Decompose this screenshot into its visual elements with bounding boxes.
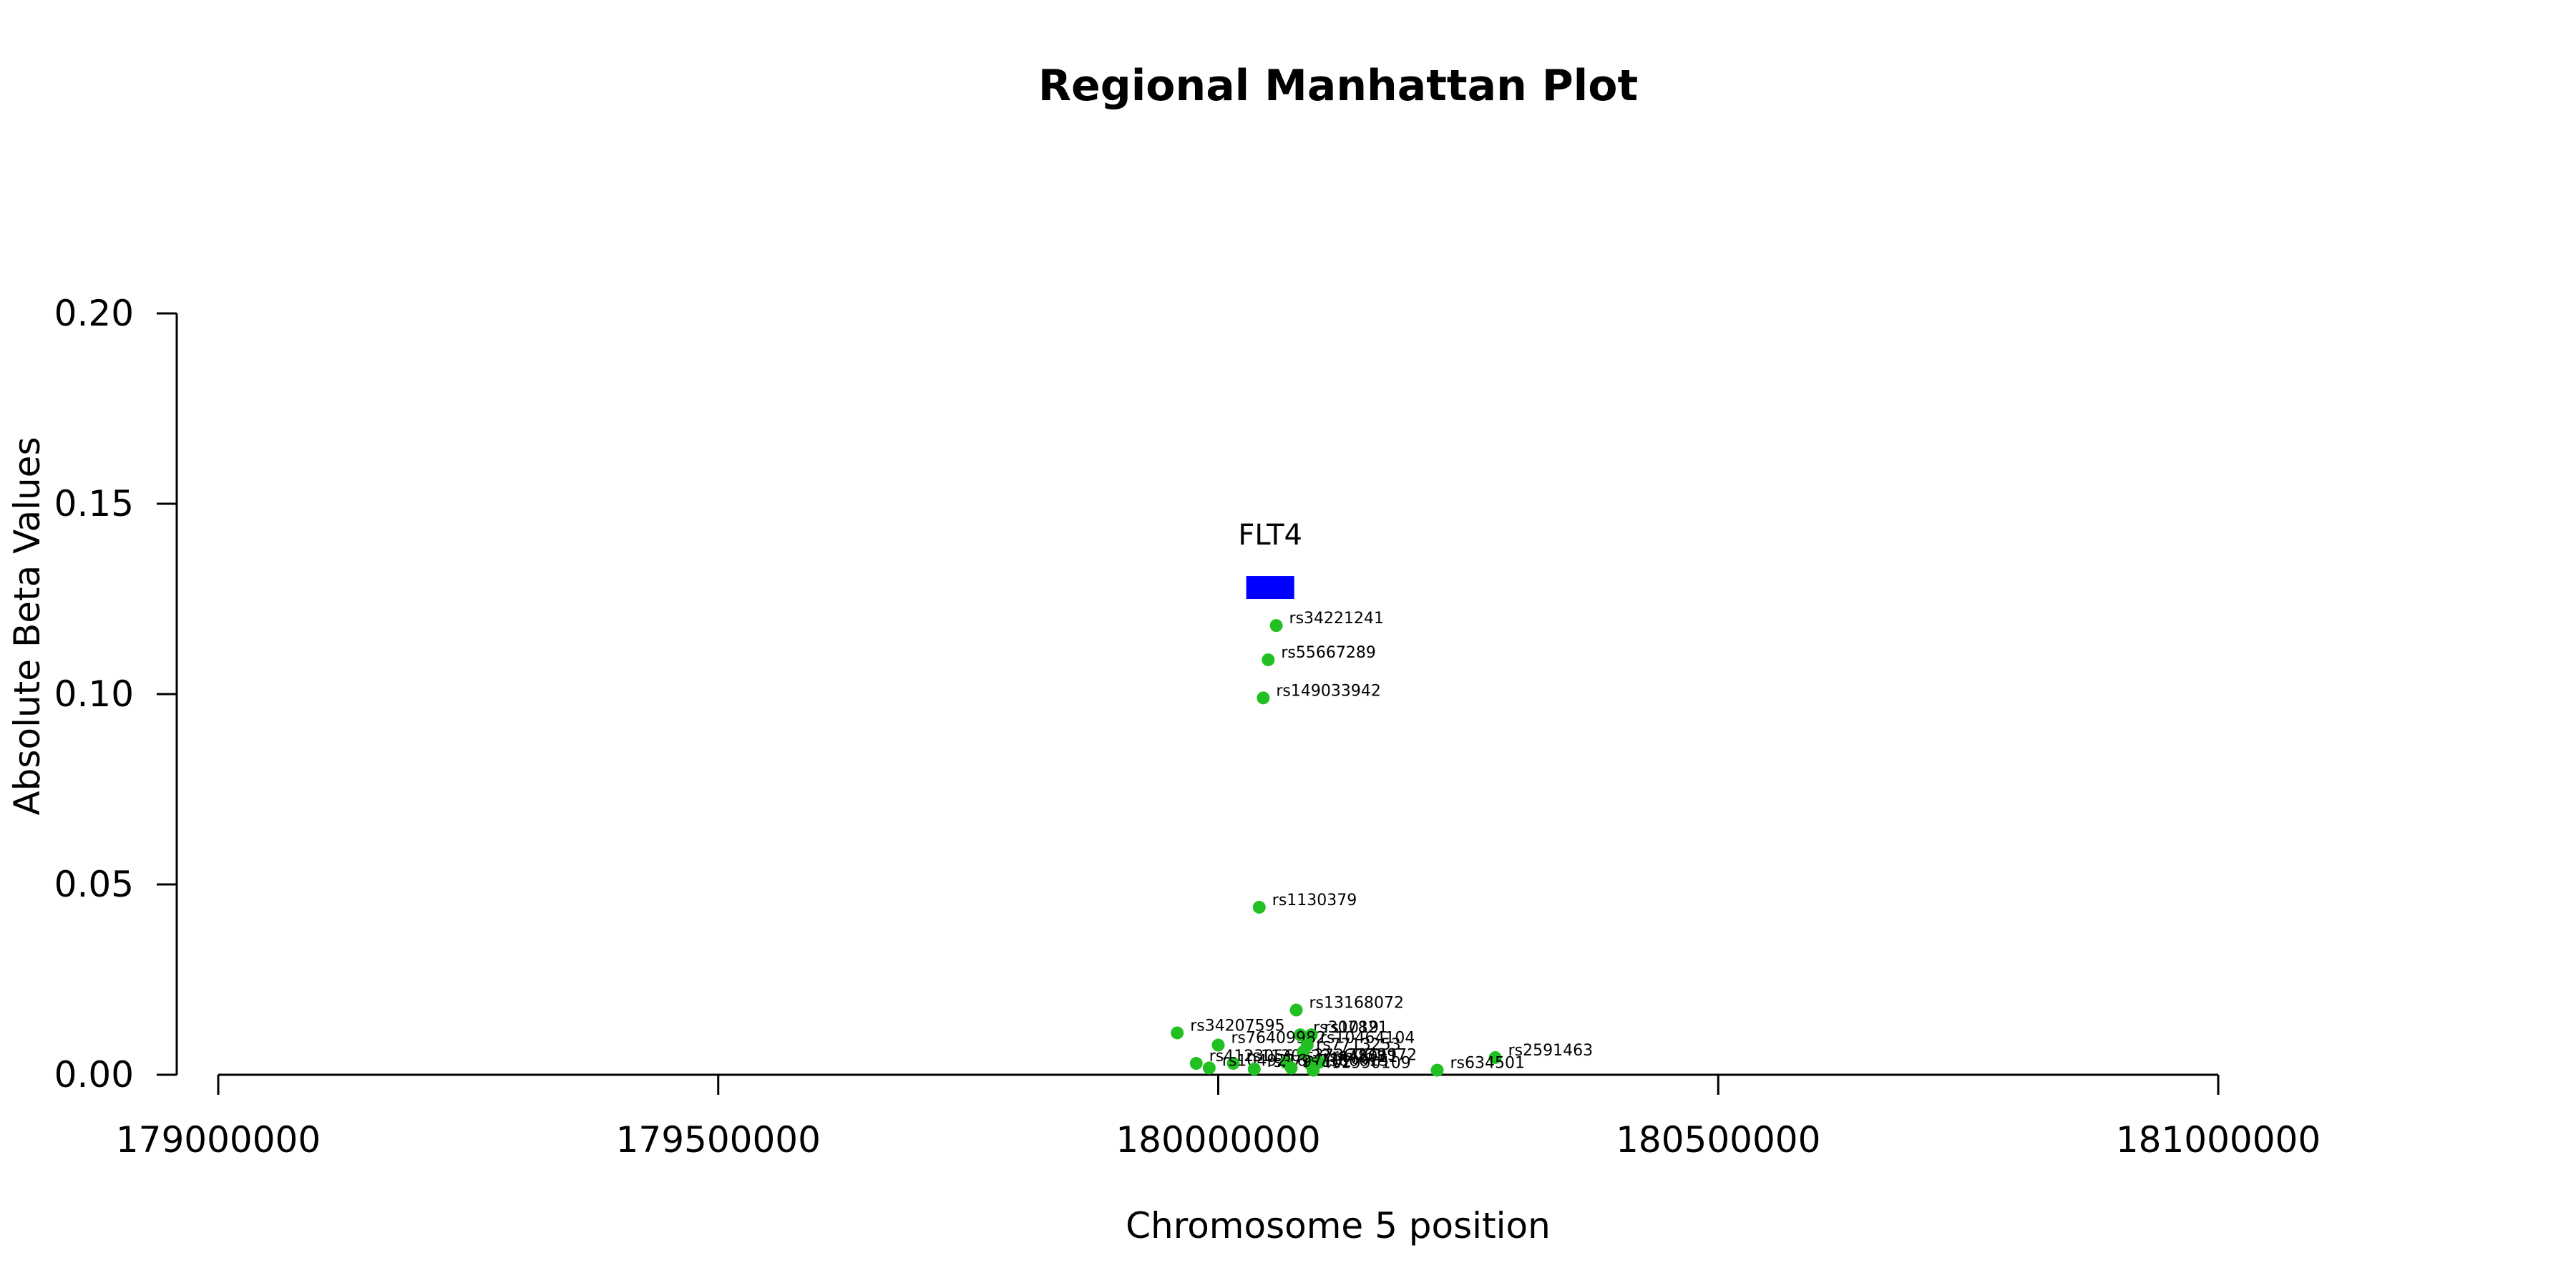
snp-point [1189, 1057, 1203, 1070]
x-tick-label: 181000000 [2116, 1119, 2321, 1161]
snp-label: rs1019 [1324, 1019, 1379, 1037]
snp-point [1294, 1028, 1307, 1042]
snp-point [1171, 1026, 1184, 1040]
snp-point [1304, 1028, 1318, 1042]
snp-label: rs149033942 [1276, 682, 1380, 700]
axes: 179000000 179500000 180000000 180500000 1810… [54, 293, 2321, 1161]
snp-label: rs7713253 [1316, 1036, 1401, 1054]
gene-label: FLT4 [1238, 519, 1302, 552]
snp-points: rs34221241 rs55667289 rs149033942 rs1130379… [1171, 610, 1594, 1077]
snp-point [1284, 1061, 1298, 1075]
snp-label: rs2279972 [1332, 1046, 1418, 1064]
snp-point [1257, 691, 1270, 705]
y-tick-label: 0.10 [54, 673, 134, 715]
snp-point [1430, 1063, 1444, 1077]
snp-point [1307, 1063, 1320, 1077]
y-tick-label: 0.15 [54, 483, 134, 525]
gene-box [1246, 576, 1294, 600]
snp-point [1252, 900, 1266, 914]
snp-point [1488, 1051, 1502, 1065]
snp-point [1269, 619, 1283, 633]
gene-track: FLT4 [1238, 519, 1302, 600]
snp-point [1297, 1045, 1310, 1059]
snp-point [1226, 1057, 1240, 1070]
snp-label: rs13168072 [1309, 995, 1404, 1013]
snp-label: rs1990109 [1326, 1055, 1411, 1073]
snp-point [1211, 1038, 1225, 1052]
x-tick-label: 180000000 [1116, 1119, 1320, 1161]
snp-label: rs2591463 [1508, 1042, 1594, 1060]
snp-label: rs55667289 [1281, 644, 1375, 662]
snp-point [1202, 1061, 1216, 1075]
x-tick-label: 179000000 [116, 1119, 321, 1161]
y-tick-label: 0.05 [54, 864, 134, 905]
chart-title: Regional Manhattan Plot [1038, 61, 1638, 111]
y-tick-label: 0.20 [54, 293, 134, 334]
x-tick-label: 180500000 [1616, 1119, 1820, 1161]
snp-point [1262, 653, 1275, 667]
y-tick-label: 0.00 [54, 1054, 134, 1096]
snp-label: rs34207595 [1190, 1017, 1284, 1035]
snp-label: rs634501 [1450, 1055, 1526, 1073]
x-axis-label: Chromosome 5 position [1126, 1205, 1551, 1246]
snp-label: rs448011 [1323, 1048, 1398, 1066]
snp-point [1289, 1003, 1303, 1017]
snp-label: rs10464104 [1320, 1030, 1415, 1048]
snp-label: rs307821 [1313, 1019, 1388, 1037]
snp-label: rs1130379 [1272, 892, 1357, 909]
y-axis-label: Absolute Beta Values [6, 437, 48, 816]
snp-label: rs34221241 [1289, 610, 1384, 628]
x-tick-label: 179500000 [616, 1119, 821, 1161]
snp-label: rs4123056 [1209, 1048, 1294, 1065]
snp-point [1247, 1063, 1261, 1076]
